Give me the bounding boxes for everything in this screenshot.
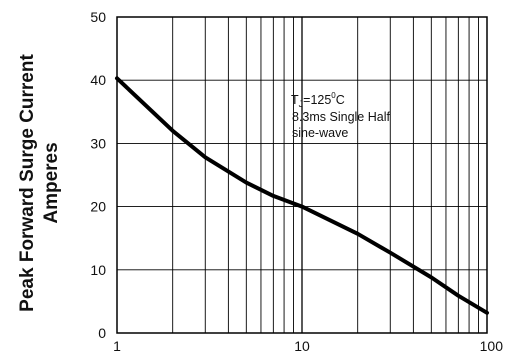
annotation-line2: 8.3ms Single Half xyxy=(292,110,390,124)
y-axis-label-line2: Amperes xyxy=(41,142,62,223)
y-tick-labels: 0 10 20 30 40 50 xyxy=(90,9,106,341)
y-tick-label: 50 xyxy=(90,9,106,25)
x-tick-label: 1 xyxy=(113,338,121,354)
annotation-unit: C xyxy=(336,93,345,107)
y-tick-label: 40 xyxy=(90,72,106,88)
plot-frame xyxy=(116,16,488,334)
y-tick-label: 0 xyxy=(98,325,106,341)
annotation-t: T xyxy=(291,93,299,107)
y-tick-label: 20 xyxy=(90,199,106,215)
annotation-degree: 0 xyxy=(331,91,336,100)
y-axis-label: Peak Forward Surge Current Amperes xyxy=(17,54,62,312)
annotation-temp: =125 xyxy=(303,93,331,107)
x-tick-label: 100 xyxy=(480,338,504,354)
annotation-line1: TJ=1250C xyxy=(291,91,345,109)
x-tick-label: 10 xyxy=(294,338,310,354)
annotation: TJ=1250C 8.3ms Single Half sine-wave xyxy=(291,91,390,140)
annotation-sub-j: J xyxy=(299,99,304,109)
y-tick-label: 30 xyxy=(90,135,106,151)
x-tick-labels: 1 10 100 xyxy=(113,338,503,354)
grid-lines xyxy=(117,17,487,333)
y-axis-label-line1: Peak Forward Surge Current xyxy=(17,54,38,312)
y-tick-label: 10 xyxy=(90,262,106,278)
plot-border xyxy=(116,16,488,334)
data-series xyxy=(115,76,489,315)
surge-current-curve xyxy=(115,76,489,315)
annotation-line3: sine-wave xyxy=(292,126,348,140)
